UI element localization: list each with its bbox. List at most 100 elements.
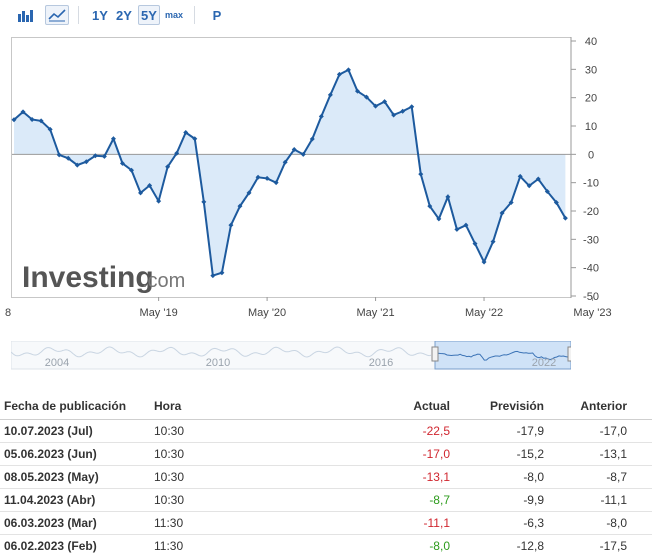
navigator-handle[interactable] — [567, 346, 571, 362]
watermark-brand: Investing — [22, 261, 154, 294]
data-point[interactable] — [92, 153, 98, 159]
data-point[interactable] — [228, 222, 234, 228]
header-date[interactable]: Fecha de publicación — [4, 398, 127, 413]
data-point[interactable] — [183, 130, 189, 136]
data-point[interactable] — [391, 112, 397, 118]
data-point[interactable] — [65, 155, 71, 161]
data-point[interactable] — [38, 118, 44, 124]
row-previous: -11,1 — [600, 493, 627, 507]
row-date: 11.04.2023 (Abr) — [4, 493, 96, 507]
data-point[interactable] — [436, 216, 442, 222]
data-point[interactable] — [147, 183, 153, 188]
data-point[interactable] — [535, 176, 541, 182]
data-point[interactable] — [83, 159, 89, 165]
data-point[interactable] — [472, 241, 478, 247]
data-point[interactable] — [336, 71, 342, 77]
data-point[interactable] — [409, 104, 415, 110]
line-chart-icon[interactable] — [45, 5, 69, 25]
data-point[interactable] — [463, 222, 469, 228]
y-tick-label: 0 — [588, 149, 594, 161]
data-point[interactable] — [354, 88, 360, 94]
range-max-button[interactable]: max — [164, 10, 183, 20]
data-point[interactable] — [29, 116, 35, 122]
data-point[interactable] — [427, 203, 433, 209]
data-point[interactable] — [499, 210, 505, 216]
data-point[interactable] — [110, 136, 116, 142]
data-point[interactable] — [264, 175, 270, 181]
data-point[interactable] — [56, 152, 62, 158]
data-point[interactable] — [400, 108, 406, 114]
bar-chart-icon[interactable] — [14, 5, 38, 25]
data-point[interactable] — [562, 215, 568, 221]
watermark-suffix: .com — [142, 270, 185, 292]
data-point[interactable] — [345, 67, 351, 73]
navigator-handle[interactable] — [431, 346, 439, 362]
row-date: 05.06.2023 (Jun) — [4, 447, 97, 461]
header-actual[interactable]: Actual — [413, 398, 450, 413]
row-forecast: -9,9 — [523, 493, 544, 507]
data-point[interactable] — [282, 159, 288, 165]
data-point[interactable] — [291, 147, 297, 153]
data-point[interactable] — [327, 92, 333, 98]
data-point[interactable] — [300, 151, 306, 157]
data-point[interactable] — [553, 200, 559, 205]
header-time[interactable]: Hora — [154, 398, 182, 413]
data-point[interactable] — [174, 150, 180, 156]
data-point[interactable] — [517, 173, 523, 179]
range-5y-button[interactable]: 5Y — [138, 5, 160, 25]
chart-navigator[interactable]: 2004 2010 2016 2022 — [11, 341, 571, 371]
table-row: 10.07.2023 (Jul) 10:30 -22,5 -17,9 -17,0 — [0, 420, 652, 443]
data-point[interactable] — [101, 153, 107, 159]
data-point[interactable] — [237, 203, 243, 209]
navigator-year-label: 2010 — [206, 357, 230, 369]
data-point[interactable] — [373, 103, 379, 109]
x-tick-label: May '23 — [573, 307, 611, 319]
data-point[interactable] — [508, 200, 514, 205]
data-point[interactable] — [544, 188, 550, 194]
data-point[interactable] — [192, 136, 198, 142]
data-point[interactable] — [490, 239, 496, 245]
row-previous: -17,5 — [599, 539, 627, 553]
data-point[interactable] — [165, 164, 171, 170]
data-point[interactable] — [219, 270, 225, 276]
data-point[interactable] — [246, 190, 252, 196]
data-point[interactable] — [445, 194, 451, 200]
row-date: 10.07.2023 (Jul) — [4, 424, 93, 438]
data-point[interactable] — [255, 174, 261, 180]
navigator-year-label: 2022 — [532, 357, 556, 369]
data-point[interactable] — [129, 167, 135, 173]
data-point[interactable] — [138, 190, 144, 196]
header-previous[interactable]: Anterior — [580, 398, 627, 413]
data-point[interactable] — [526, 183, 532, 189]
data-point[interactable] — [454, 226, 460, 232]
row-time: 10:30 — [154, 493, 185, 507]
navigator-history-line — [11, 346, 432, 358]
data-point[interactable] — [481, 259, 487, 265]
main-chart[interactable]: Investing.com 40 30 20 10 0 -10 -20 -30 -40 -50 8… — [0, 0, 652, 330]
data-point[interactable] — [201, 199, 207, 205]
data-point[interactable] — [156, 198, 162, 204]
row-actual: -8,0 — [429, 539, 450, 553]
data-point[interactable] — [382, 99, 388, 105]
data-point[interactable] — [273, 180, 279, 186]
data-point[interactable] — [210, 273, 216, 279]
data-point[interactable] — [119, 160, 125, 166]
data-point[interactable] — [20, 109, 26, 115]
data-point[interactable] — [318, 113, 324, 119]
y-tick-label: 20 — [585, 93, 597, 105]
table-row: 05.06.2023 (Jun) 10:30 -17,0 -15,2 -13,1 — [0, 443, 652, 466]
p-button[interactable]: P — [212, 7, 222, 23]
row-time: 10:30 — [154, 424, 185, 438]
navigator-series-line — [435, 350, 571, 361]
data-point[interactable] — [47, 126, 53, 132]
data-point[interactable] — [364, 94, 370, 100]
header-forecast[interactable]: Previsión — [489, 398, 544, 413]
toolbar-separator — [78, 6, 79, 24]
data-point[interactable] — [309, 136, 315, 142]
range-1y-button[interactable]: 1Y — [92, 7, 108, 23]
data-point[interactable] — [74, 162, 80, 168]
data-point[interactable] — [11, 117, 17, 123]
data-point[interactable] — [418, 171, 424, 177]
table-row: 06.03.2023 (Mar) 11:30 -11,1 -6,3 -8,0 — [0, 512, 652, 535]
range-2y-button[interactable]: 2Y — [116, 7, 132, 23]
